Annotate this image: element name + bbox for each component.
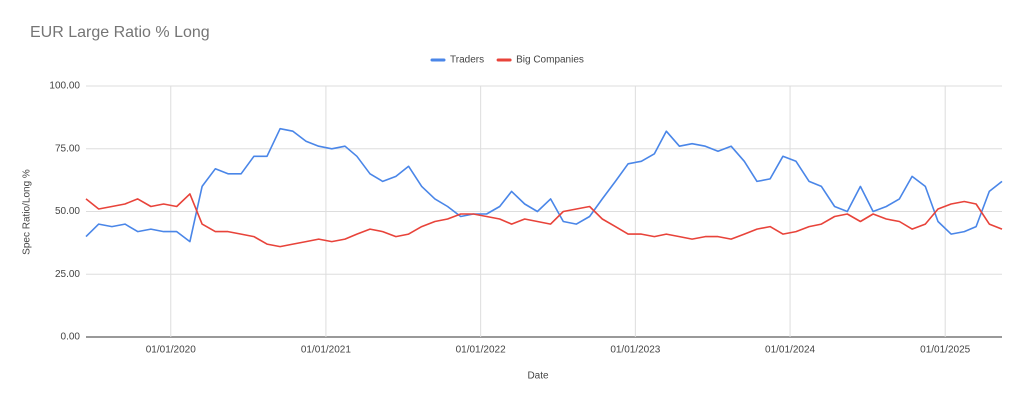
y-tick-label: 0.00 — [61, 332, 81, 343]
x-tick-label: 01/01/2022 — [456, 345, 506, 356]
y-axis-label: Spec Ratio/Long % — [22, 169, 33, 255]
y-tick-label: 100.00 — [49, 81, 80, 92]
legend-label: Big Companies — [516, 55, 584, 66]
x-axis-label: Date — [527, 371, 549, 382]
x-tick-label: 01/01/2023 — [610, 345, 660, 356]
y-tick-label: 75.00 — [55, 143, 80, 154]
x-tick-label: 01/01/2025 — [920, 345, 970, 356]
x-tick-label: 01/01/2020 — [146, 345, 196, 356]
chart-title: EUR Large Ratio % Long — [30, 24, 210, 41]
x-tick-label: 01/01/2024 — [765, 345, 815, 356]
x-tick-label: 01/01/2021 — [301, 345, 351, 356]
y-tick-label: 25.00 — [55, 269, 80, 280]
series-line — [85, 193, 1003, 248]
legend-label: Traders — [450, 55, 484, 66]
y-tick-label: 50.00 — [55, 206, 80, 217]
series-line — [85, 127, 1003, 243]
